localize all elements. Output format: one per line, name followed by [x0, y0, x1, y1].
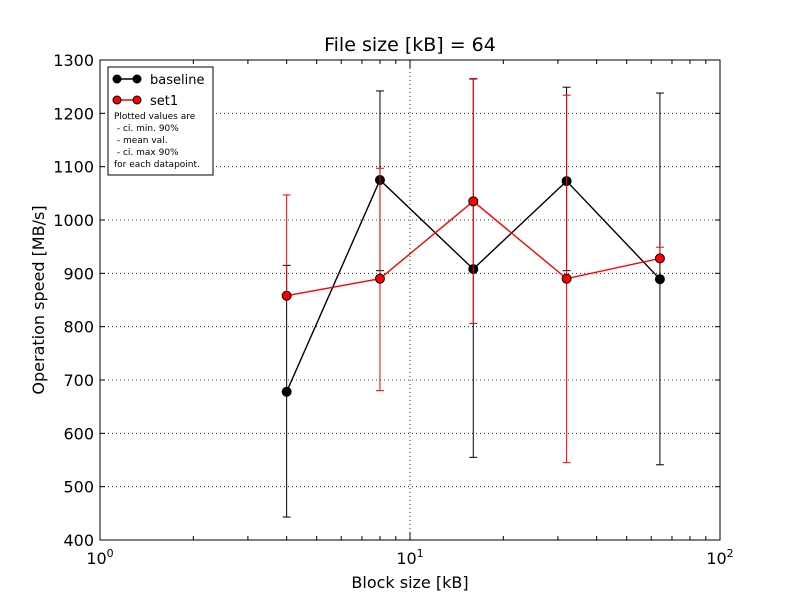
legend-entry-set1: set1 — [112, 94, 178, 109]
legend-note-line: - mean val. — [114, 136, 168, 146]
y-tick-label: 600 — [63, 424, 94, 443]
y-tick-label: 900 — [63, 264, 94, 283]
y-tick-label: 700 — [63, 371, 94, 390]
x-tick-label: 102 — [706, 547, 733, 568]
legend-note-line: - ci. max 90% — [114, 148, 179, 158]
data-point — [654, 253, 665, 264]
legend-note-line: - ci. min. 90% — [114, 124, 179, 134]
legend-box — [107, 66, 214, 176]
y-tick-label: 1300 — [53, 51, 94, 70]
data-point — [374, 273, 385, 284]
legend-note-line: Plotted values are — [114, 112, 196, 122]
data-point — [281, 386, 292, 397]
y-tick-label: 1000 — [53, 211, 94, 230]
y-tick-label: 800 — [63, 318, 94, 337]
legend-note: Plotted values are - ci. min. 90% - mean… — [114, 112, 200, 170]
x-tick-label: 100 — [86, 547, 113, 568]
series-set1 — [281, 78, 665, 464]
axis-ticks: 400 500 600 700 800 900 1000 1100 1200 1300 100 101… — [53, 51, 733, 568]
y-tick-label: 1200 — [53, 104, 94, 123]
legend-label: set1 — [150, 94, 178, 109]
data-point — [561, 273, 572, 284]
x-axis-label: Block size [kB] — [351, 573, 468, 592]
x-tick-label: 101 — [396, 547, 423, 568]
y-tick-label: 1100 — [53, 158, 94, 177]
data-point — [281, 290, 292, 301]
legend-marker — [132, 95, 142, 105]
legend-marker — [132, 74, 142, 84]
legend-marker — [112, 74, 122, 84]
legend-note-line: for each datapoint. — [114, 160, 200, 170]
y-tick-label: 500 — [63, 478, 94, 497]
legend-marker — [112, 95, 122, 105]
legend: baseline set1 Plotted values are - ci. mi… — [107, 66, 214, 176]
chart-title: File size [kB] = 64 — [324, 34, 496, 56]
y-axis-label: Operation speed [MB/s] — [29, 205, 48, 394]
legend-entry-baseline: baseline — [112, 73, 204, 88]
series-layer — [281, 78, 665, 518]
legend-label: baseline — [150, 73, 204, 88]
data-point — [654, 274, 665, 285]
data-point — [468, 196, 479, 207]
y-tick-label: 400 — [63, 531, 94, 550]
